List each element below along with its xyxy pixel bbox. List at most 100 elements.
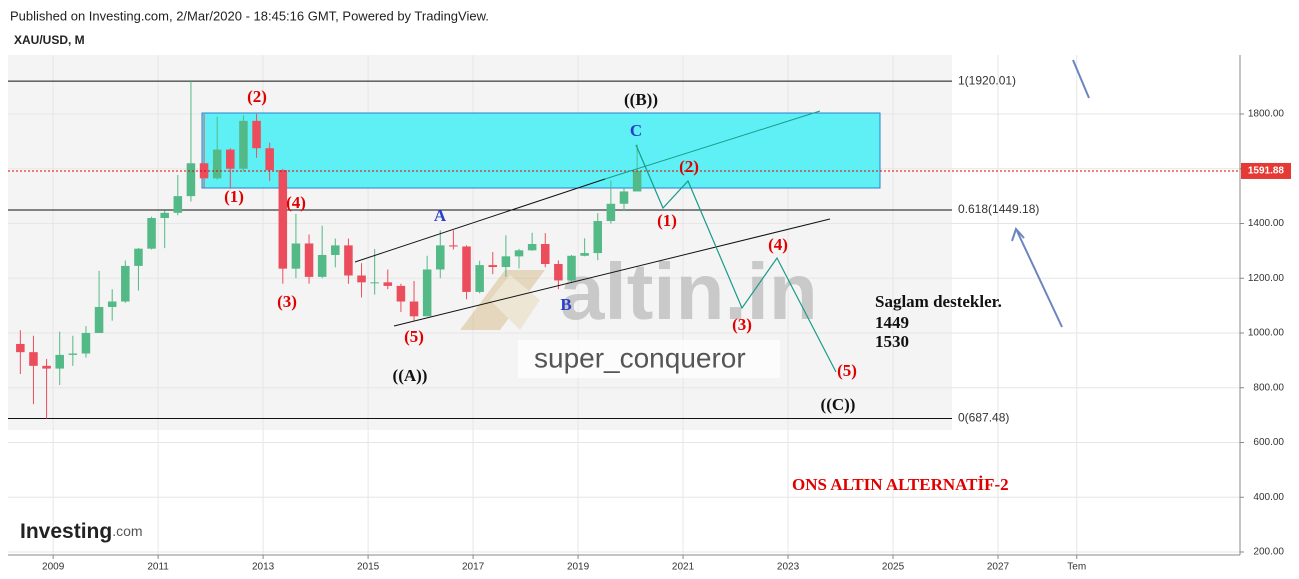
chart-title: XAU/USD, M	[14, 33, 85, 47]
candle-body	[606, 203, 616, 222]
chart-subtitle: Published on Investing.com, 2/Mar/2020 -…	[10, 8, 489, 23]
logo-suffix: .com	[112, 523, 142, 539]
candle-body	[567, 255, 576, 281]
x-tick-label: 2019	[567, 562, 590, 573]
candle-body	[449, 245, 458, 247]
watermark-logo	[460, 270, 545, 330]
candle-body	[291, 243, 301, 269]
x-tick-label: 2015	[357, 562, 380, 573]
candle-body	[619, 191, 629, 204]
candle-body	[436, 245, 445, 270]
note: Saglam destekler.	[875, 292, 1002, 311]
candle-body	[94, 306, 104, 333]
candle-body	[239, 120, 248, 169]
candle-body	[81, 332, 91, 354]
x-tick-label: 2009	[42, 562, 65, 573]
y-tick-label: 200.00	[1253, 547, 1284, 558]
last-price-box	[1241, 162, 1291, 179]
wave-label: (5)	[837, 361, 857, 380]
x-tick-label: Tem	[1067, 562, 1086, 573]
x-tick-label: 2023	[777, 562, 800, 573]
x-tick-label: 2017	[462, 562, 485, 573]
candle-body	[370, 282, 379, 284]
candle-body	[409, 301, 419, 317]
y-tick-label: 1800.00	[1248, 109, 1285, 120]
candle-body	[304, 243, 314, 277]
wave-label: (2)	[247, 87, 267, 106]
author: super_conqueror	[534, 342, 746, 373]
target-zone	[201, 112, 881, 189]
candle-body	[383, 282, 393, 286]
candle-body	[252, 120, 261, 149]
x-tick-label: 2021	[672, 562, 695, 573]
candle-body	[331, 245, 340, 255]
fib-label: 1(1920.01)	[958, 73, 1016, 87]
watermark: altin.in	[560, 247, 818, 336]
candle-body	[226, 149, 235, 169]
candle-body	[344, 245, 353, 276]
candle-body	[107, 301, 117, 307]
candle-body	[593, 221, 603, 254]
candle-body	[160, 212, 169, 219]
candle-body	[580, 253, 589, 256]
projection	[354, 59, 1090, 373]
candle-body	[488, 265, 498, 268]
candle-body	[173, 196, 183, 213]
logo-text: Investing	[20, 520, 112, 543]
x-tick-label: 2013	[252, 562, 275, 573]
candle-body	[475, 265, 484, 292]
note: 1530	[875, 332, 909, 351]
y-tick-label: 400.00	[1253, 492, 1284, 503]
candle-body	[632, 170, 642, 192]
wave-label: (2)	[679, 157, 699, 176]
fib-label: 0(687.48)	[958, 411, 1009, 425]
wave-label: (3)	[277, 292, 297, 311]
candle-body	[422, 269, 432, 317]
wave-label: ((C))	[821, 395, 856, 414]
candle-body	[55, 354, 64, 369]
candle-body	[134, 248, 143, 266]
candle-body	[317, 254, 327, 277]
x-tick-label: 2025	[882, 562, 905, 573]
candle-body	[540, 244, 550, 265]
note: 1449	[875, 313, 909, 332]
candle-body	[554, 264, 563, 281]
y-tick-label: 1200.00	[1248, 273, 1285, 284]
candle-body	[121, 265, 130, 302]
candle-body	[514, 250, 524, 257]
candle-body	[29, 352, 38, 366]
fib-label: 0.618(1449.18)	[958, 202, 1039, 216]
wave-label: (1)	[657, 211, 677, 230]
candle-body	[186, 163, 196, 197]
wave-label: C	[630, 121, 642, 140]
wave-label: (3)	[732, 315, 752, 334]
x-tick-label: 2011	[147, 562, 169, 573]
wave-label: (5)	[404, 327, 424, 346]
x-tick-label: 2027	[987, 562, 1010, 573]
candle-body	[42, 365, 51, 369]
candle-body	[396, 285, 406, 302]
candle-body	[462, 246, 471, 292]
candle-body	[278, 170, 288, 269]
wave-label: B	[560, 295, 571, 314]
y-tick-label: 600.00	[1253, 437, 1284, 448]
scenario-title: ONS ALTIN ALTERNATİF-2	[792, 475, 1009, 494]
candle-body	[501, 256, 511, 268]
wave-label: ((B))	[624, 90, 658, 109]
candle-body	[68, 353, 78, 355]
candle-body	[527, 244, 537, 251]
wave-label: (4)	[768, 235, 788, 254]
author-box	[518, 340, 780, 378]
logo: Investing.com	[20, 520, 143, 543]
candle-body	[357, 275, 366, 283]
y-tick-label: 800.00	[1253, 382, 1284, 393]
candle-body	[16, 343, 25, 353]
wave-label: A	[434, 206, 447, 225]
candle-body	[212, 149, 222, 179]
candle-body	[265, 148, 274, 171]
wave-label: ((A))	[393, 366, 428, 385]
y-tick-label: 1400.00	[1248, 218, 1285, 229]
wave-label: (4)	[286, 193, 306, 212]
candle-body	[147, 218, 156, 249]
